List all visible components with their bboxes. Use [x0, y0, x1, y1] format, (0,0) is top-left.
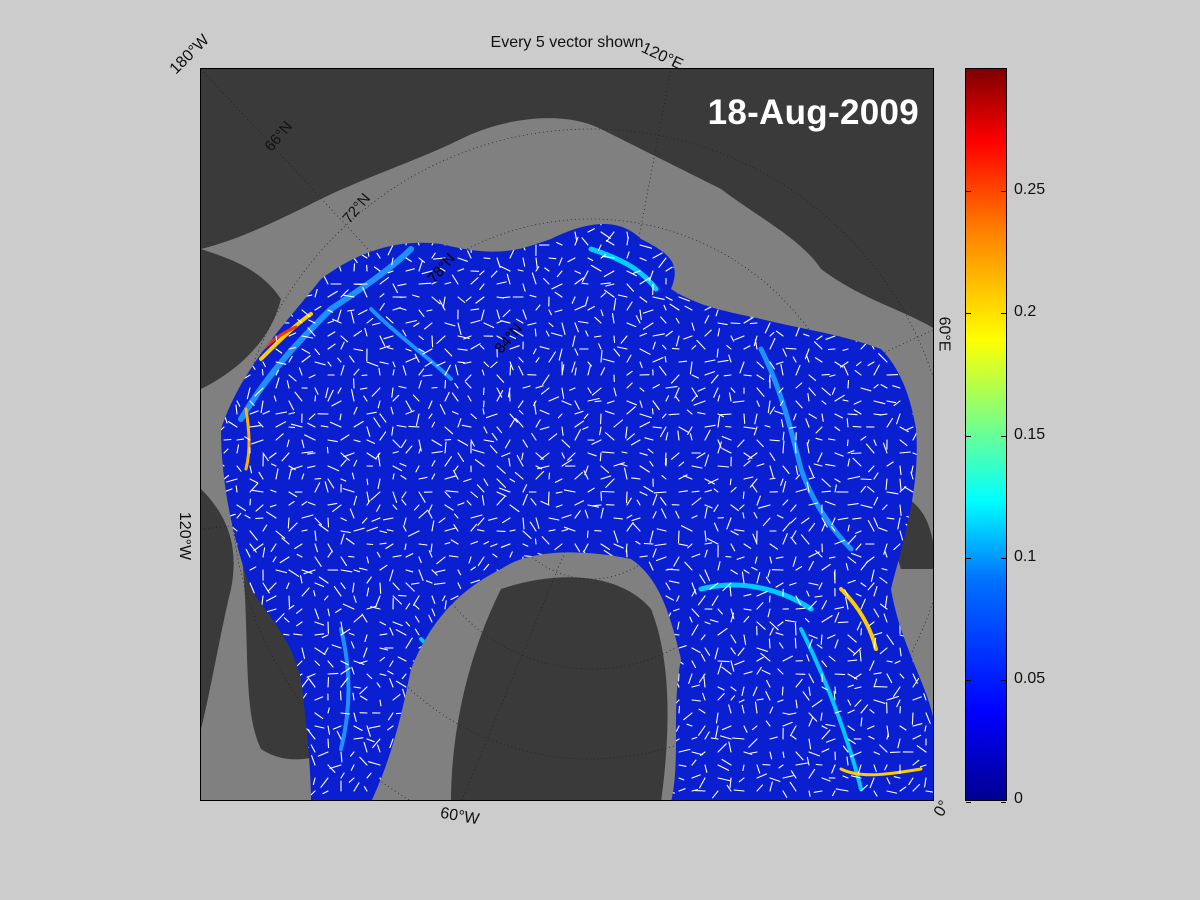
colorbar-tick-mark [966, 313, 971, 315]
lon-label-60e: 60°E [935, 316, 953, 352]
colorbar-tick-label: 0.15 [1014, 425, 1046, 443]
colorbar-tick-mark [1001, 435, 1006, 437]
colorbar-tick-mark [1001, 313, 1006, 315]
colorbar-tick-label: 0 [1014, 790, 1023, 807]
greenland-landmass [451, 577, 668, 800]
date-label: 18-Aug-2009 [707, 93, 919, 132]
sea-ice-velocity-field [221, 224, 933, 800]
colorbar-tick-mark [966, 557, 971, 559]
colorbar-tick-mark [1001, 679, 1006, 681]
lon-label-0: 0° [931, 797, 954, 820]
canada-west-landmass [201, 489, 234, 729]
siberia-landmass [201, 69, 933, 328]
polar-map [201, 69, 933, 800]
lon-label-120w: 120°W [176, 511, 194, 561]
alaska-landmass [201, 249, 281, 389]
chart-title: Every 5 vector shown [490, 34, 644, 51]
lon-label-60w: 60°W [438, 804, 481, 829]
map-panel: 18-Aug-2009 [200, 68, 934, 801]
colorbar-tick-label: 0.2 [1014, 303, 1037, 321]
colorbar-tick-label: 0.1 [1014, 547, 1037, 565]
colorbar-tick-mark [966, 191, 971, 193]
colorbar-tick-mark [966, 435, 971, 437]
colorbar-tick-mark [966, 679, 971, 681]
colorbar-tick-mark [1001, 802, 1006, 803]
colorbar-tick-mark [1001, 191, 1006, 193]
colorbar-tick-label: 0.25 [1014, 181, 1046, 199]
colorbar-tick-mark [966, 802, 971, 803]
colorbar-tick-label: 0.05 [1014, 669, 1046, 687]
colorbar-tick-mark [1001, 557, 1006, 559]
colorbar [965, 68, 1007, 803]
